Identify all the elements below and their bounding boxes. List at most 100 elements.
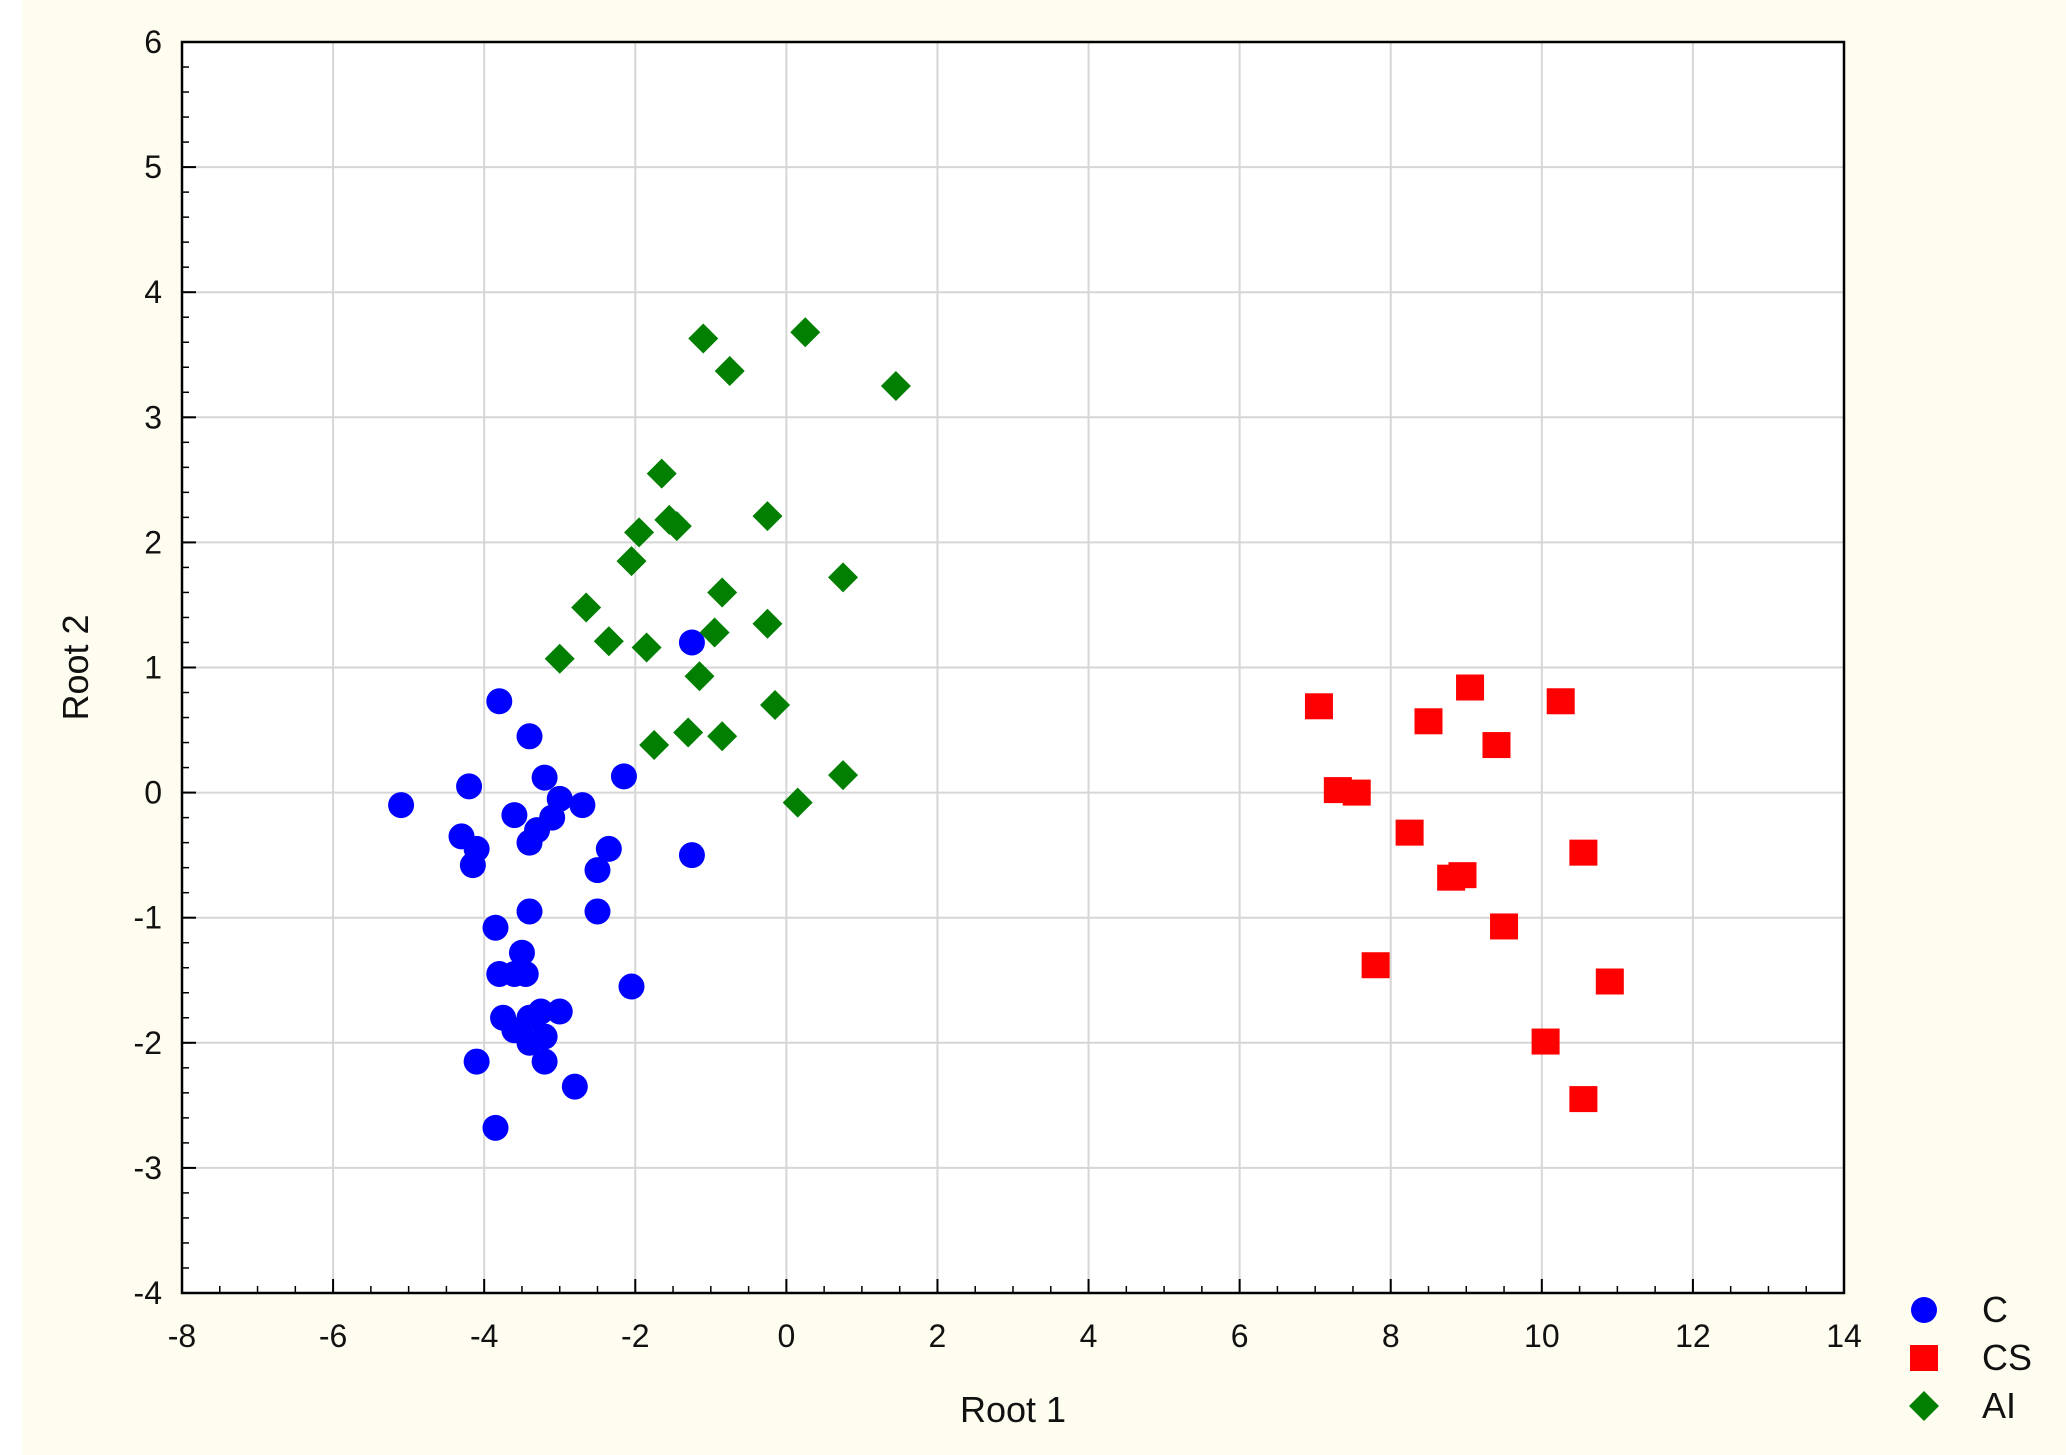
point-ai [616,546,647,577]
point-cs [1569,839,1598,866]
point-cs [1304,693,1333,720]
point-c [531,1048,558,1075]
point-c [584,857,611,884]
x-tick-label: 2 [929,1318,947,1354]
x-tick-label: -8 [168,1318,196,1354]
x-tick-label: -2 [621,1318,649,1354]
x-tick-label: 0 [777,1318,795,1354]
series-c [388,629,705,1141]
point-ai [684,661,715,692]
point-c [595,835,622,862]
x-axis-title: Root 1 [960,1389,1066,1430]
point-ai [593,626,624,657]
point-c [512,960,539,987]
point-ai [752,608,783,639]
point-ai [631,632,662,663]
point-c [459,852,486,879]
legend-item-c: C [1911,1289,2008,1330]
point-cs [1569,1086,1598,1113]
x-tick-label: 8 [1382,1318,1400,1354]
point-ai [752,501,783,532]
point-cs [1395,819,1424,846]
point-cs [1414,708,1443,735]
legend-item-ai: AI [1909,1385,2016,1426]
y-axis-title: Root 2 [55,614,96,720]
point-c [584,898,611,925]
point-c [678,629,705,656]
point-c [561,1073,588,1100]
y-tick-label: -1 [134,900,162,936]
legend-label: C [1982,1289,2008,1330]
point-ai [699,617,730,648]
data-points [388,317,1624,1141]
point-c [501,802,528,829]
y-tick-label: 4 [144,274,162,310]
point-c [388,792,415,819]
point-c [516,898,543,925]
point-ai [828,760,859,791]
x-tick-label: 14 [1826,1318,1862,1354]
point-c [463,1048,490,1075]
point-c [527,998,554,1025]
point-ai [828,562,859,593]
x-tick-label: 4 [1080,1318,1098,1354]
y-tick-label: 1 [144,650,162,686]
point-ai [707,577,738,608]
point-c [569,792,596,819]
point-cs [1531,1028,1560,1055]
point-ai [760,690,791,721]
x-tick-label: 10 [1524,1318,1560,1354]
point-cs [1361,952,1390,979]
point-ai [688,323,719,354]
point-c [482,1114,509,1141]
point-c [618,973,645,1000]
legend-marker-cs [1910,1345,1938,1371]
point-ai [571,592,602,623]
x-tick-label: -6 [319,1318,347,1354]
point-c [508,939,535,966]
point-cs [1595,968,1624,995]
point-ai [880,371,911,402]
point-ai [661,511,692,542]
y-tick-label: 6 [144,24,162,60]
point-c [516,829,543,856]
point-ai [639,730,670,761]
point-c [610,763,637,790]
point-c [546,998,573,1025]
legend-marker-ai [1909,1391,1939,1421]
point-ai [673,717,704,748]
legend-item-cs: CS [1910,1337,2032,1378]
point-c [516,723,543,750]
point-ai [790,317,821,348]
x-tick-label: 12 [1675,1318,1711,1354]
grid [182,42,1844,1293]
point-ai [624,517,655,548]
legend: C CS AI [1909,1289,2032,1426]
x-tick-label: -4 [470,1318,498,1354]
point-c [531,764,558,791]
point-cs [1448,862,1477,889]
series-ai [544,317,911,818]
point-ai [544,643,575,674]
point-c [456,773,483,800]
x-tick-label: 6 [1231,1318,1249,1354]
legend-label: CS [1982,1337,2032,1378]
point-ai [707,721,738,752]
point-c [482,914,509,941]
axis-ticks [181,41,1845,1294]
y-tick-label: -3 [134,1150,162,1186]
point-c [531,1023,558,1050]
point-cs [1342,779,1371,806]
point-ai [646,458,677,489]
point-c [678,842,705,869]
y-tick-label: 3 [144,399,162,435]
y-tick-label: 0 [144,775,162,811]
point-cs [1490,913,1519,940]
y-tick-label: 5 [144,149,162,185]
point-cs [1546,688,1575,715]
point-cs [1456,674,1485,701]
point-c [486,688,513,715]
y-tick-label: -4 [134,1275,162,1311]
